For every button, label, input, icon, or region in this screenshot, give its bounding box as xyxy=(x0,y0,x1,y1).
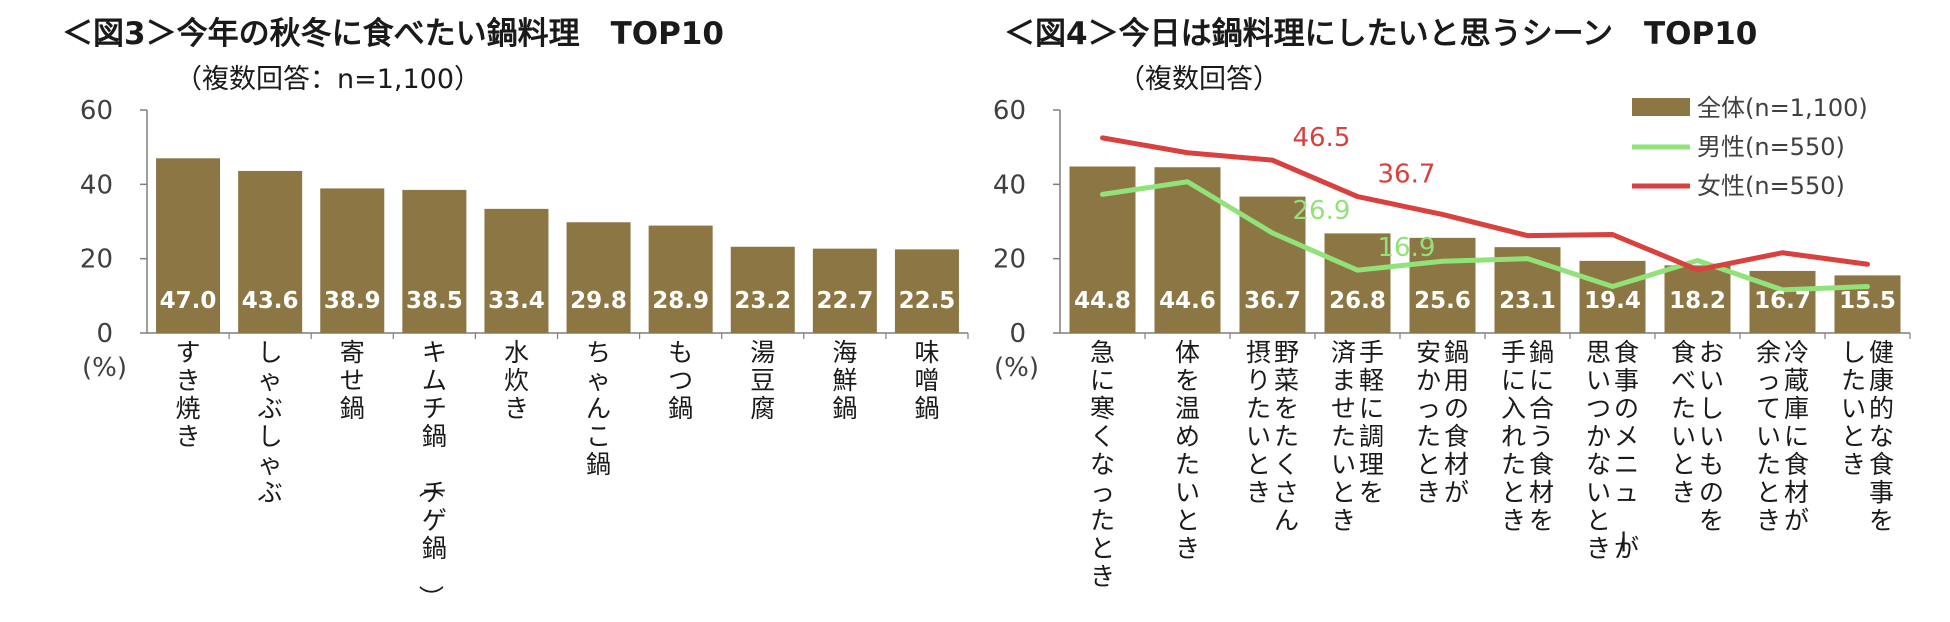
chart2-plot: 0 20 40 60 26.9 16.9 46.5 36.7 44.8 44.6 36.7 26.8 2… xyxy=(993,96,1911,591)
chart1-bar-value-label: 22.5 xyxy=(899,288,956,314)
chart2-bar-value-label: 36.7 xyxy=(1244,288,1301,314)
chart2-bar-value-label: 23.1 xyxy=(1499,288,1556,314)
chart2-category-label: 思いつかないとき xyxy=(1586,338,1611,563)
chart1-category-label: キムチ鍋（チゲ鍋） xyxy=(416,338,447,610)
chart2-category-label: 野菜をたくさん xyxy=(1274,338,1299,535)
chart2-bar-value-label: 44.8 xyxy=(1074,288,1131,314)
chart1-bar xyxy=(484,208,549,333)
chart1-category-label: しゃぶしゃぶ xyxy=(258,338,283,507)
chart2-category-label: 手軽に調理を xyxy=(1359,338,1384,507)
chart1-bar-value-label: 29.8 xyxy=(570,288,627,314)
chart2-subtitle: （複数回答） xyxy=(1118,64,1280,95)
chart2-male-annotation: 16.9 xyxy=(1378,233,1436,263)
chart1-bar-value-label: 47.0 xyxy=(160,288,217,314)
chart1-bar-value-label: 43.6 xyxy=(242,288,299,314)
chart1-bar-value-label: 38.5 xyxy=(406,288,463,314)
chart2-bar xyxy=(1664,265,1731,333)
chart2-category-label: 冷蔵庫に食材が xyxy=(1784,338,1809,535)
chart1-bar xyxy=(566,222,631,333)
chart2-female-annotation: 36.7 xyxy=(1378,160,1436,190)
legend-label-male: 男性(n=550) xyxy=(1697,133,1845,161)
chart1-category-label: もつ鍋 xyxy=(668,338,693,423)
chart1-category-label: 味噌鍋 xyxy=(914,338,939,423)
chart2-bar-value-label: 19.4 xyxy=(1584,288,1641,314)
chart2-ytick-label: 40 xyxy=(993,170,1026,200)
chart2-ytick-label: 60 xyxy=(993,96,1026,126)
chart2-category-label: 余っていたとき xyxy=(1756,338,1781,535)
chart2-category-label: 手に入れたとき xyxy=(1501,338,1526,535)
chart1-bar-value-label: 38.9 xyxy=(324,288,381,314)
chart2-category-label: 急に寒くなったとき xyxy=(1090,338,1115,591)
chart2-bar-value-label: 26.8 xyxy=(1329,288,1386,314)
chart1-bar xyxy=(238,170,303,333)
chart1-bar xyxy=(402,189,467,333)
chart2-category-label: したいとき xyxy=(1841,338,1866,479)
chart1-ytick-label: 20 xyxy=(80,245,113,275)
chart2-legend: 全体(n=1,100) 男性(n=550) 女性(n=550) xyxy=(1632,94,1868,200)
chart1-bar xyxy=(648,225,713,333)
chart1-subtitle: （複数回答：n=1,100） xyxy=(175,64,481,95)
chart2-category-label: 安かったとき xyxy=(1416,338,1441,507)
chart2-category-label: 食べたいとき xyxy=(1671,338,1696,507)
chart2-category-label: 食事のメニューが xyxy=(1608,338,1639,563)
chart2-category-label: 鍋に合う食材を xyxy=(1529,338,1554,535)
chart2-title: ＜図4＞今日は鍋料理にしたいと思うシーン TOP10 xyxy=(1004,16,1757,52)
chart1-bar-value-label: 33.4 xyxy=(488,288,545,314)
chart2-unit-label: (%) xyxy=(994,353,1039,383)
chart1-category-label: 海鮮鍋 xyxy=(832,338,857,423)
chart2-category-label: 健康的な食事を xyxy=(1869,338,1894,535)
chart1-bar xyxy=(894,249,959,333)
chart2-bar xyxy=(1409,237,1476,333)
chart2-bar-value-label: 15.5 xyxy=(1839,288,1896,314)
chart2-line-male xyxy=(1100,179,1870,293)
chart1-bar-value-label: 28.9 xyxy=(652,288,709,314)
chart1-category-label: すき焼き xyxy=(176,338,201,451)
chart1-plot: 0 20 40 60 47.0 すき焼き 43.6 しゃぶしゃぶ 38.9 寄せ鍋 38.5 キムチ鍋… xyxy=(80,96,969,610)
chart1-category-label: 湯豆腐 xyxy=(750,338,775,423)
chart2-female-annotation: 46.5 xyxy=(1293,123,1351,153)
chart1-category-label: ちゃんこ鍋 xyxy=(586,338,611,479)
chart1-ytick-label: 60 xyxy=(80,96,113,126)
chart2-bar xyxy=(1579,260,1646,333)
chart2-category-label: 摂りたいとき xyxy=(1246,338,1271,507)
chart1-ytick-label: 0 xyxy=(96,319,113,349)
chart1-category-label: 水炊き xyxy=(504,338,529,423)
legend-label-total: 全体(n=1,100) xyxy=(1697,94,1868,122)
chart1-bar xyxy=(730,246,795,333)
chart2-ytick-label: 0 xyxy=(1009,319,1026,349)
chart2-bar xyxy=(1324,233,1391,333)
chart1-bar-value-label: 22.7 xyxy=(816,288,873,314)
chart2-bar-value-label: 18.2 xyxy=(1669,288,1726,314)
legend-label-female: 女性(n=550) xyxy=(1697,172,1845,200)
chart1-bar-value-label: 23.2 xyxy=(734,288,791,314)
chart2-bar-value-label: 16.7 xyxy=(1754,288,1811,314)
legend-swatch-total xyxy=(1632,98,1690,116)
chart2-category-label: 体を温めたいとき xyxy=(1175,338,1200,563)
chart1-category-label: 寄せ鍋 xyxy=(340,338,365,423)
chart1-bar xyxy=(812,248,877,333)
chart2-category-label: おいしいものを xyxy=(1699,338,1724,535)
chart1-bar xyxy=(156,158,221,333)
chart2-category-label: 済ませたいとき xyxy=(1331,338,1356,535)
chart1-title: ＜図3＞今年の秋冬に食べたい鍋料理 TOP10 xyxy=(62,16,724,52)
chart2-bar-value-label: 44.6 xyxy=(1159,288,1216,314)
chart2-bar-value-label: 25.6 xyxy=(1414,288,1471,314)
chart2-category-label: 鍋用の食材が xyxy=(1444,338,1469,507)
chart2-male-annotation: 26.9 xyxy=(1293,196,1351,226)
chart1-unit-label: (%) xyxy=(82,353,127,383)
chart2-line-female xyxy=(1100,135,1870,273)
chart1-ytick-label: 40 xyxy=(80,170,113,200)
chart1-bar xyxy=(320,188,385,333)
chart2-ytick-label: 20 xyxy=(993,245,1026,275)
